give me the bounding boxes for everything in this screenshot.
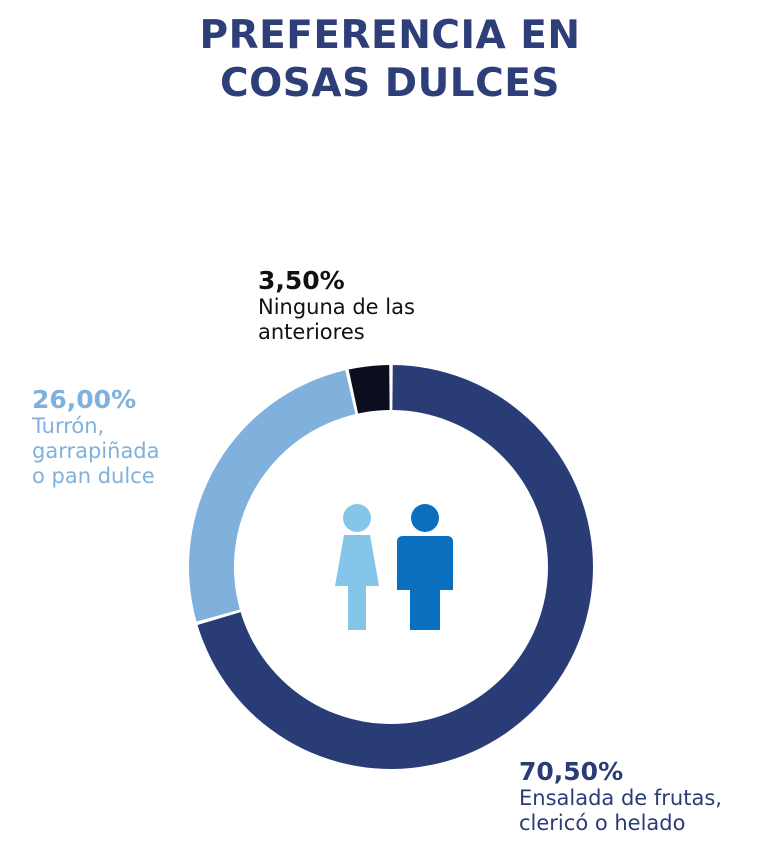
slice-label-none: 3,50% Ninguna de las anteriores (258, 267, 415, 345)
slice-desc-fruit-line-1: Ensalada de frutas, (519, 786, 722, 810)
slice-value-nougat: 26,00% (32, 385, 137, 414)
chart-title-line-2: COSAS DULCES (220, 61, 560, 106)
slice-desc-fruit-line-2: clericó o helado (519, 811, 686, 835)
donut-slice-none (348, 365, 390, 414)
donut-slices (189, 365, 594, 769)
slice-desc-nougat-line-3: o pan dulce (32, 464, 155, 488)
donut-slice-nougat (189, 370, 356, 622)
slice-desc-nougat-line-2: garrapiñada (32, 439, 160, 463)
chart-title: PREFERENCIA EN COSAS DULCES (0, 12, 780, 108)
slice-label-nougat: 26,00% Turrón, garrapiñada o pan dulce (32, 386, 160, 489)
chart-title-line-1: PREFERENCIA EN (199, 13, 581, 58)
slice-desc-none-line-1: Ninguna de las (258, 295, 415, 319)
slice-desc-none-line-2: anteriores (258, 320, 365, 344)
man-icon (397, 504, 453, 630)
slice-desc-nougat-line-1: Turrón, (32, 414, 105, 438)
people-icon-group (335, 504, 453, 630)
slice-value-none: 3,50% (258, 266, 345, 295)
slice-value-fruit: 70,50% (519, 757, 624, 786)
woman-icon (335, 504, 379, 630)
slice-label-fruit: 70,50% Ensalada de frutas, clericó o hel… (519, 758, 722, 836)
